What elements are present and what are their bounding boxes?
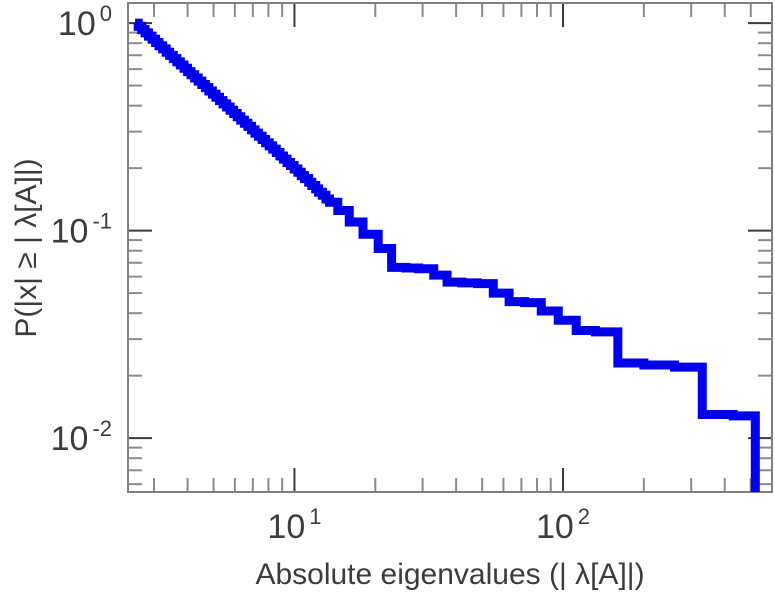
x-tick-label: 10 1 — [267, 504, 321, 546]
x-axis-title: Absolute eigenvalues (| λ[A]|) — [255, 558, 644, 591]
y-tick-label: 10 -1 — [51, 209, 112, 251]
x-tick-label-group: 10 1 10 2 — [267, 504, 590, 546]
svg-text:Absolute eigenvalues (| λ[A: Absolute eigenvalues (| λ[A]|) — [255, 558, 644, 591]
y-tick-label: 10 -2 — [51, 416, 112, 458]
y-tick-label: 10 0 — [58, 1, 112, 43]
y-axis-title: P(|x| ≥ | λ[A]|) — [10, 158, 43, 337]
svg-text:P(|x| ≥ | λ[A]|): P(|x| ≥ | λ[A]|) — [10, 158, 43, 337]
data-series-line — [133, 18, 760, 492]
x-tick-label: 10 2 — [536, 504, 590, 546]
major-tick-group — [128, 3, 772, 492]
axis-frame — [127, 2, 773, 493]
frame-rect — [127, 2, 773, 493]
